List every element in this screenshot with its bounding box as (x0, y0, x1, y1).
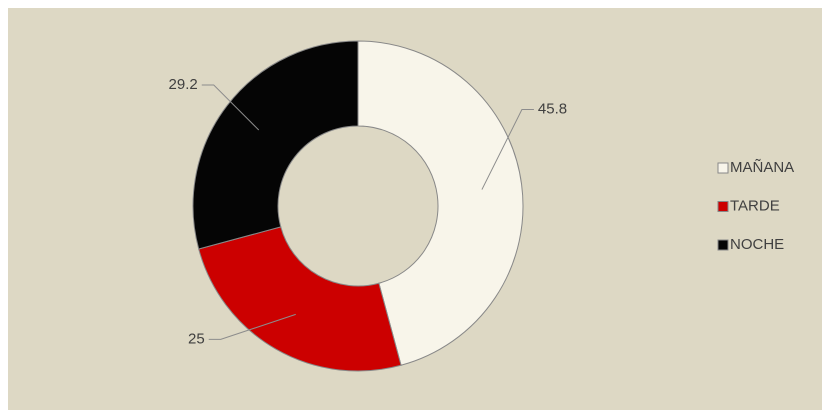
legend-swatch (717, 162, 729, 174)
donut-slice (357, 40, 524, 366)
leader-line (208, 313, 296, 340)
legend-label: NOCHE (730, 236, 784, 253)
legend-label: TARDE (730, 197, 780, 214)
legend-swatch (717, 239, 729, 251)
data-label: 29.2 (169, 76, 198, 93)
donut-slice (192, 40, 359, 250)
legend-swatch (717, 201, 729, 212)
legend-label: MAÑANA (730, 159, 794, 176)
leader-line (201, 84, 260, 131)
data-label: 25 (188, 330, 205, 347)
donut-slice (198, 226, 402, 372)
data-label: 45.8 (538, 101, 567, 118)
leader-line (481, 109, 534, 190)
